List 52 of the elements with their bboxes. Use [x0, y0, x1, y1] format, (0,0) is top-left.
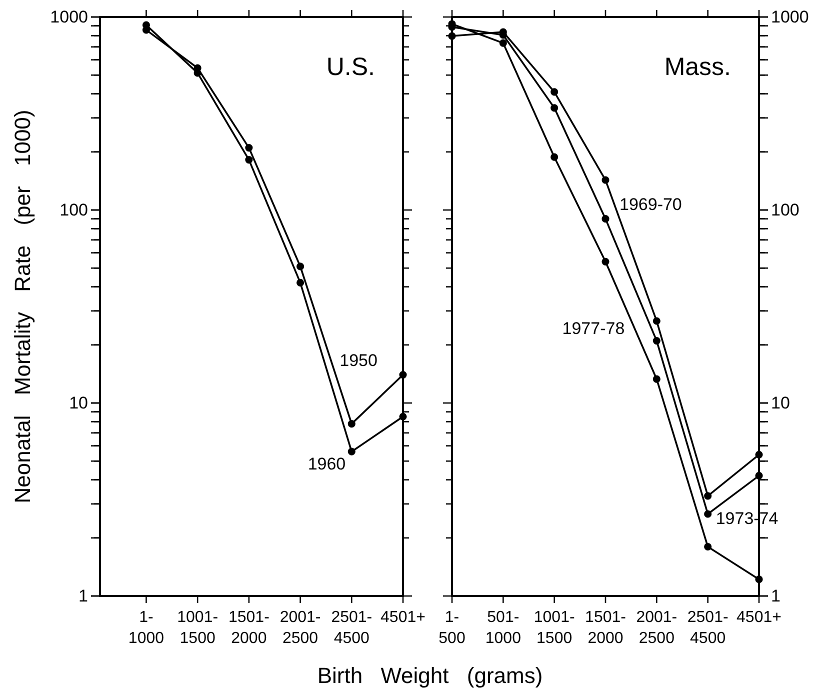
point [652, 337, 660, 345]
text: Mass. [664, 53, 731, 81]
series-label: 1977-78 [562, 319, 625, 338]
point [296, 262, 304, 270]
y-tick-label: 1 [771, 586, 780, 606]
point [652, 317, 660, 325]
x-tick-label: 4501+ [380, 609, 426, 626]
x-tick-label: 1501- 2000 [585, 609, 626, 647]
x-tick-label: 1- 1000 [128, 609, 164, 647]
point [652, 375, 660, 383]
x-tick-label: 2501- 4500 [331, 609, 372, 647]
point [755, 450, 763, 458]
x-tick-label: 4501+ [736, 609, 782, 626]
point [245, 156, 253, 164]
point [755, 576, 763, 584]
x-tick-label: 1001- 1500 [177, 609, 218, 647]
series-label: 1950 [340, 350, 378, 370]
point [245, 144, 253, 152]
x-tick-label: 501- 1000 [485, 609, 522, 647]
point [348, 420, 356, 428]
y-axis-title: Neonatal Mortality Rate (per 1000) [10, 110, 35, 504]
point [348, 448, 356, 456]
y-tick-label: 1000 [771, 7, 809, 26]
x-tick-label: 2001- 2500 [280, 609, 321, 647]
point [704, 510, 712, 518]
y-tick-label: 10 [69, 393, 88, 412]
x-tick-label: 2501- 4500 [687, 609, 728, 647]
y-tick-label: 1000 [50, 7, 88, 26]
point [550, 153, 558, 161]
series-label: 1960 [308, 454, 346, 474]
point [399, 371, 407, 379]
y-tick-label: 10 [771, 393, 790, 412]
point [550, 104, 558, 112]
text: U.S. [326, 53, 375, 81]
x-tick-label: 1- 500 [438, 609, 466, 647]
y-tick-label: 1 [78, 586, 88, 606]
y-tick-label: 100 [60, 200, 88, 220]
point [704, 542, 712, 551]
series-label: 1969-70 [620, 195, 682, 214]
point [399, 412, 407, 420]
point [602, 215, 610, 223]
point [296, 278, 304, 286]
point [704, 492, 712, 500]
y-tick-label: 100 [771, 200, 800, 220]
x-tick-label: 1001- 1500 [534, 609, 575, 647]
point [499, 39, 507, 47]
x-tick-label: 2001- 2500 [636, 609, 678, 647]
x-tick-label: 1501- 2000 [228, 609, 270, 647]
x-axis-title: Birth Weight (grams) [317, 663, 543, 688]
point [602, 176, 610, 184]
point [602, 258, 610, 266]
point [550, 88, 558, 96]
